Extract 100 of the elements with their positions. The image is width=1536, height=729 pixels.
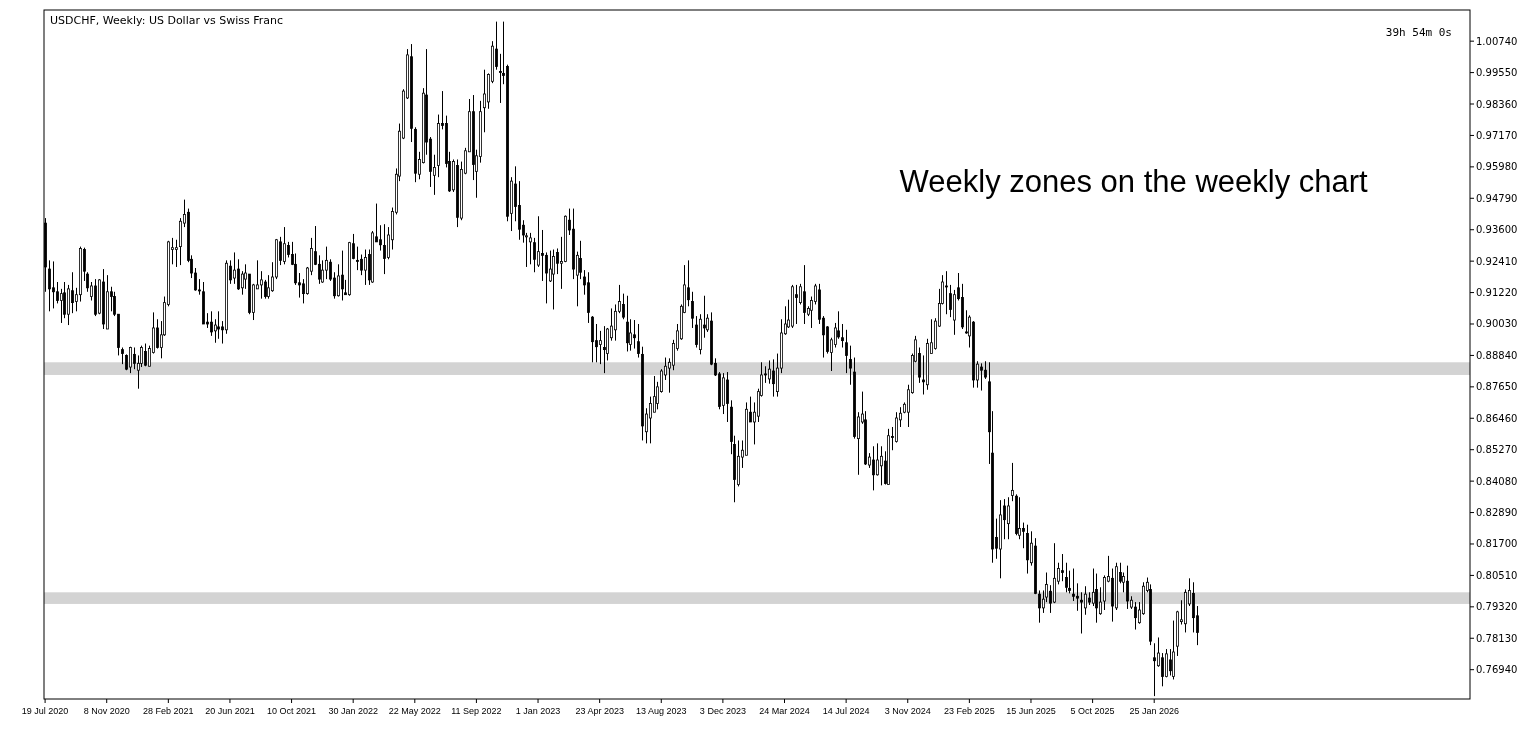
x-tick-label: 22 May 2022 xyxy=(388,706,441,716)
candlestick xyxy=(579,240,582,280)
candlestick xyxy=(649,396,652,444)
candlestick xyxy=(294,252,297,286)
candlestick xyxy=(945,270,948,315)
candlestick xyxy=(1084,585,1087,616)
chart-title: USDCHF, Weekly: US Dollar vs Swiss Franc xyxy=(50,14,284,27)
candlestick xyxy=(614,303,617,342)
y-tick-label: 0.99550 xyxy=(1476,67,1518,79)
y-tick-label: 0.78130 xyxy=(1476,632,1518,644)
y-tick-label: 0.87650 xyxy=(1476,381,1518,393)
x-tick-label: 13 Aug 2023 xyxy=(635,706,687,716)
candlestick xyxy=(849,345,852,386)
candlestick xyxy=(1038,589,1041,624)
y-tick-label: 0.84080 xyxy=(1476,475,1518,487)
x-tick-label: 10 Oct 2021 xyxy=(267,706,317,716)
y-tick-label: 0.86460 xyxy=(1476,412,1518,424)
candlestick xyxy=(260,270,263,300)
candlestick xyxy=(325,246,328,280)
y-tick-label: 0.97170 xyxy=(1476,129,1518,141)
candlestick xyxy=(356,246,359,271)
candlestick xyxy=(175,239,178,268)
candlestick xyxy=(318,254,321,285)
candlestick xyxy=(695,315,698,348)
candlestick xyxy=(622,293,625,320)
candlestick xyxy=(337,263,340,298)
candlestick xyxy=(360,254,363,276)
candlestick xyxy=(129,346,132,374)
x-tick-label: 19 Jul 2020 xyxy=(21,706,69,716)
x-tick-label: 8 Nov 2020 xyxy=(83,706,130,716)
y-tick-label: 0.94790 xyxy=(1476,192,1518,204)
candlestick xyxy=(895,411,898,444)
candlestick xyxy=(626,295,629,352)
y-tick-label: 0.91220 xyxy=(1476,287,1518,299)
x-tick-label: 1 Jan 2023 xyxy=(515,706,561,716)
candlestick xyxy=(210,310,213,337)
candlestick xyxy=(1126,565,1129,610)
candlestick xyxy=(1007,496,1010,540)
candlestick xyxy=(1022,522,1025,549)
candlestick xyxy=(599,330,602,365)
x-tick-label: 3 Nov 2024 xyxy=(884,706,931,716)
y-tick-label: 0.80510 xyxy=(1476,569,1518,581)
candlestick xyxy=(949,284,952,318)
y-tick-label: 0.95980 xyxy=(1476,161,1518,173)
candlestick xyxy=(880,445,883,486)
y-tick-label: 0.92410 xyxy=(1476,255,1518,267)
candlestick xyxy=(63,281,66,319)
candlestick xyxy=(1053,542,1056,604)
candlestick xyxy=(321,259,324,284)
candlestick xyxy=(483,69,486,133)
candlestick xyxy=(552,249,555,310)
candlestick xyxy=(379,224,382,252)
candlestick xyxy=(1018,496,1021,540)
x-tick-label: 20 Jun 2021 xyxy=(205,706,255,716)
candlestick xyxy=(1061,553,1064,582)
y-tick-label: 0.98360 xyxy=(1476,98,1518,110)
candlestick xyxy=(237,258,240,291)
candlestick xyxy=(1072,568,1075,602)
candlestick xyxy=(1092,568,1095,607)
candlestick xyxy=(841,323,844,348)
candlestick xyxy=(264,279,267,300)
y-tick-label: 0.79320 xyxy=(1476,601,1518,613)
candlestick xyxy=(48,259,51,312)
candlestick xyxy=(803,264,806,325)
x-tick-label: 11 Sep 2022 xyxy=(451,706,502,716)
candlestick xyxy=(52,260,55,309)
candlestick xyxy=(518,180,521,241)
candlestick xyxy=(156,318,159,350)
x-tick-label: 23 Feb 2025 xyxy=(944,706,995,716)
candlestick xyxy=(768,359,771,385)
candlestick xyxy=(795,284,798,325)
candlestick xyxy=(556,247,559,275)
candlestick xyxy=(1095,573,1098,624)
x-tick-label: 24 Mar 2024 xyxy=(759,706,810,716)
x-tick-label: 25 Jan 2026 xyxy=(1129,706,1179,716)
candlestick xyxy=(71,271,74,314)
candlestick xyxy=(1065,562,1068,593)
candlestick xyxy=(876,442,879,477)
y-tick-label: 1.00740 xyxy=(1476,35,1518,47)
y-tick-label: 0.93600 xyxy=(1476,224,1518,236)
candlestick xyxy=(60,288,63,324)
candlestick xyxy=(872,445,875,491)
candlestick xyxy=(364,249,367,286)
candlestick xyxy=(1080,591,1083,635)
candlestick xyxy=(533,237,536,273)
candlestick xyxy=(845,329,848,374)
y-tick-label: 0.81700 xyxy=(1476,538,1518,550)
candlestick xyxy=(633,319,636,350)
y-tick-label: 0.76940 xyxy=(1476,664,1518,676)
x-tick-label: 5 Oct 2025 xyxy=(1070,706,1115,716)
candlestick xyxy=(541,229,544,282)
candlestick xyxy=(529,232,532,265)
candlestick xyxy=(383,223,386,275)
candlestick xyxy=(1153,642,1156,697)
x-tick-label: 3 Dec 2023 xyxy=(699,706,746,716)
candlestick xyxy=(726,371,729,423)
y-tick-label: 0.82890 xyxy=(1476,507,1518,519)
candlestick xyxy=(545,251,548,304)
candlestick xyxy=(1134,601,1137,631)
annotation: Weekly zones on the weekly chart xyxy=(899,164,1369,199)
